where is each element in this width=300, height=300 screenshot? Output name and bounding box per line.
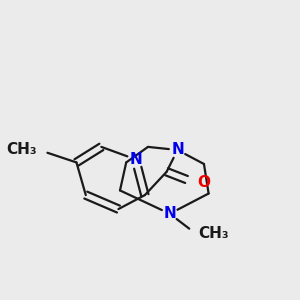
Text: N: N xyxy=(164,206,176,221)
Text: O: O xyxy=(197,175,210,190)
Text: CH₃: CH₃ xyxy=(6,142,37,158)
Text: N: N xyxy=(129,152,142,167)
Text: N: N xyxy=(171,142,184,158)
Text: CH₃: CH₃ xyxy=(199,226,229,242)
